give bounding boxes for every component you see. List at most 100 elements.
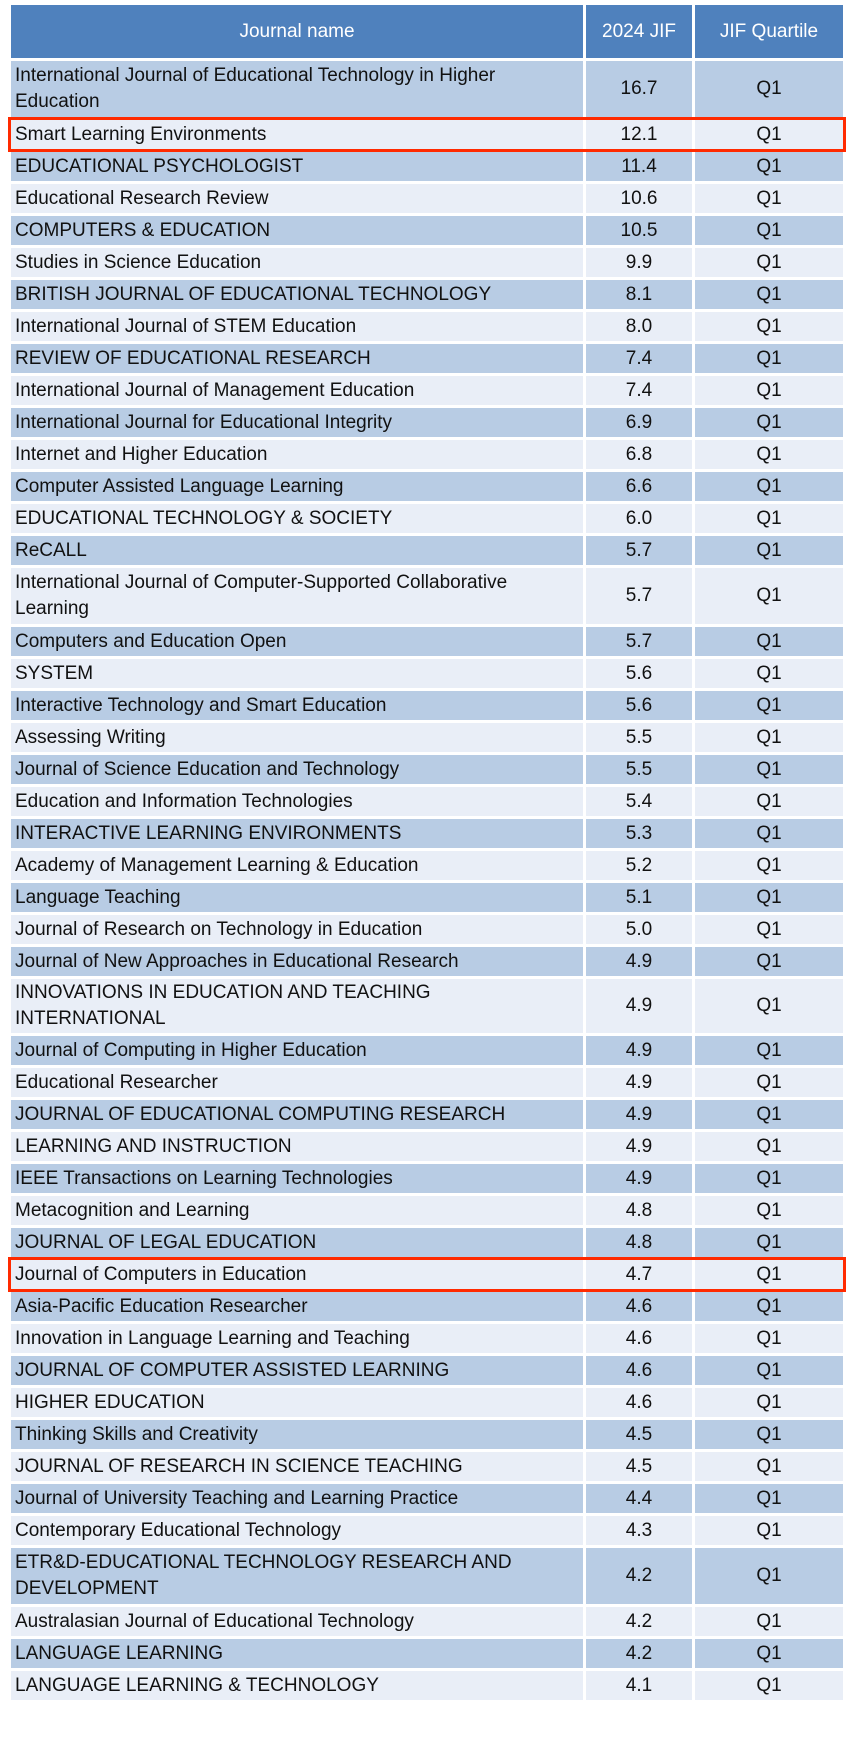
journal-name-cell: Journal of Science Education and Technol… [11,755,583,784]
jif-cell: 4.7 [586,1260,692,1289]
jif-cell: 5.2 [586,851,692,880]
journal-name-cell: INTERACTIVE LEARNING ENVIRONMENTS [11,819,583,848]
journal-name-cell: Education and Information Technologies [11,787,583,816]
quartile-cell: Q1 [695,536,843,565]
quartile-cell: Q1 [695,1228,843,1257]
quartile-cell: Q1 [695,1639,843,1668]
jif-cell: 11.4 [586,152,692,181]
quartile-cell: Q1 [695,755,843,784]
journal-name-cell: EDUCATIONAL TECHNOLOGY & SOCIETY [11,504,583,533]
table-row: JOURNAL OF LEGAL EDUCATION 4.8 Q1 [11,1228,843,1257]
jif-cell: 4.5 [586,1420,692,1449]
jif-cell: 4.9 [586,1100,692,1129]
journal-name-cell: Metacognition and Learning [11,1196,583,1225]
quartile-cell: Q1 [695,408,843,437]
table-row: Education and Information Technologies 5.… [11,787,843,816]
table-row: Asia-Pacific Education Researcher 4.6 Q1 [11,1292,843,1321]
header-journal-name: Journal name [11,5,583,58]
jif-cell: 7.4 [586,376,692,405]
jif-cell: 6.8 [586,440,692,469]
table-row: Computer Assisted Language Learning 6.6 Q1 [11,472,843,501]
quartile-cell: Q1 [695,1356,843,1385]
table-row: Interactive Technology and Smart Educati… [11,691,843,720]
table-row: BRITISH JOURNAL OF EDUCATIONAL TECHNOLOG… [11,280,843,309]
jif-cell: 4.5 [586,1452,692,1481]
journal-name-cell: JOURNAL OF EDUCATIONAL COMPUTING RESEARC… [11,1100,583,1129]
quartile-cell: Q1 [695,1292,843,1321]
table-row: Journal of Science Education and Technol… [11,755,843,784]
jif-cell: 6.9 [586,408,692,437]
journal-jif-table: Journal name 2024 JIF JIF Quartile Inter… [8,2,846,1703]
table-row: JOURNAL OF COMPUTER ASSISTED LEARNING 4.6… [11,1356,843,1385]
quartile-cell: Q1 [695,691,843,720]
journal-name-cell: Australasian Journal of Educational Tech… [11,1607,583,1636]
journal-name-cell: LEARNING AND INSTRUCTION [11,1132,583,1161]
jif-cell: 4.2 [586,1548,692,1604]
jif-cell: 4.9 [586,979,692,1033]
jif-cell: 4.2 [586,1607,692,1636]
jif-cell: 5.5 [586,723,692,752]
journal-name-cell: Educational Research Review [11,184,583,213]
table-row: International Journal of STEM Education 8… [11,312,843,341]
jif-cell: 4.6 [586,1324,692,1353]
journal-name-cell: COMPUTERS & EDUCATION [11,216,583,245]
table-row: ReCALL 5.7 Q1 [11,536,843,565]
journal-name-cell: International Journal of Computer-Suppor… [11,568,583,624]
table-row: Contemporary Educational Technology 4.3 Q1 [11,1516,843,1545]
quartile-cell: Q1 [695,1484,843,1513]
journal-name-cell: Language Teaching [11,883,583,912]
journal-name-cell: Journal of University Teaching and Learn… [11,1484,583,1513]
quartile-cell: Q1 [695,723,843,752]
table-row: International Journal of Computer-Suppor… [11,568,843,624]
quartile-cell: Q1 [695,947,843,976]
quartile-cell: Q1 [695,152,843,181]
journal-name-cell: Computer Assisted Language Learning [11,472,583,501]
table-row: INNOVATIONS IN EDUCATION AND TEACHING IN… [11,979,843,1033]
quartile-cell: Q1 [695,787,843,816]
jif-cell: 4.4 [586,1484,692,1513]
table-row: JOURNAL OF RESEARCH IN SCIENCE TEACHING 4… [11,1452,843,1481]
journal-name-cell: SYSTEM [11,659,583,688]
journal-name-cell: Thinking Skills and Creativity [11,1420,583,1449]
jif-cell: 5.6 [586,659,692,688]
highlighted-table-row: Smart Learning Environments 12.1 Q1 [8,117,846,152]
jif-cell: 4.6 [586,1356,692,1385]
jif-cell: 5.7 [586,627,692,656]
table-row: ETR&D-EDUCATIONAL TECHNOLOGY RESEARCH AN… [11,1548,843,1604]
table-row: International Journal of Management Educ… [11,376,843,405]
quartile-cell: Q1 [695,915,843,944]
quartile-cell: Q1 [695,1420,843,1449]
journal-name-cell: BRITISH JOURNAL OF EDUCATIONAL TECHNOLOG… [11,280,583,309]
table-row: International Journal of Educational Tec… [11,61,843,117]
quartile-cell: Q1 [695,1068,843,1097]
jif-cell: 6.0 [586,504,692,533]
journal-name-cell: Journal of New Approaches in Educational… [11,947,583,976]
jif-cell: 5.4 [586,787,692,816]
jif-cell: 8.0 [586,312,692,341]
journal-name-cell: REVIEW OF EDUCATIONAL RESEARCH [11,344,583,373]
table-row: Metacognition and Learning 4.8 Q1 [11,1196,843,1225]
table-row: Journal of University Teaching and Learn… [11,1484,843,1513]
journal-name-cell: Academy of Management Learning & Educati… [11,851,583,880]
quartile-cell: Q1 [695,1196,843,1225]
quartile-cell: Q1 [695,1260,843,1289]
jif-cell: 4.8 [586,1228,692,1257]
journal-name-cell: Journal of Research on Technology in Edu… [11,915,583,944]
quartile-cell: Q1 [695,568,843,624]
quartile-cell: Q1 [695,472,843,501]
quartile-cell: Q1 [695,61,843,117]
table-row: International Journal for Educational In… [11,408,843,437]
highlighted-table-row: Journal of Computers in Education 4.7 Q1 [8,1257,846,1292]
journal-name-cell: International Journal of Management Educ… [11,376,583,405]
quartile-cell: Q1 [695,1132,843,1161]
journal-name-cell: Journal of Computing in Higher Education [11,1036,583,1065]
table-row: Australasian Journal of Educational Tech… [11,1607,843,1636]
journal-name-cell: LANGUAGE LEARNING & TECHNOLOGY [11,1671,583,1700]
jif-cell: 4.3 [586,1516,692,1545]
table-row: COMPUTERS & EDUCATION 10.5 Q1 [11,216,843,245]
jif-cell: 4.9 [586,1068,692,1097]
journal-name-cell: Contemporary Educational Technology [11,1516,583,1545]
table-row: JOURNAL OF EDUCATIONAL COMPUTING RESEARC… [11,1100,843,1129]
quartile-cell: Q1 [695,376,843,405]
table-row: SYSTEM 5.6 Q1 [11,659,843,688]
